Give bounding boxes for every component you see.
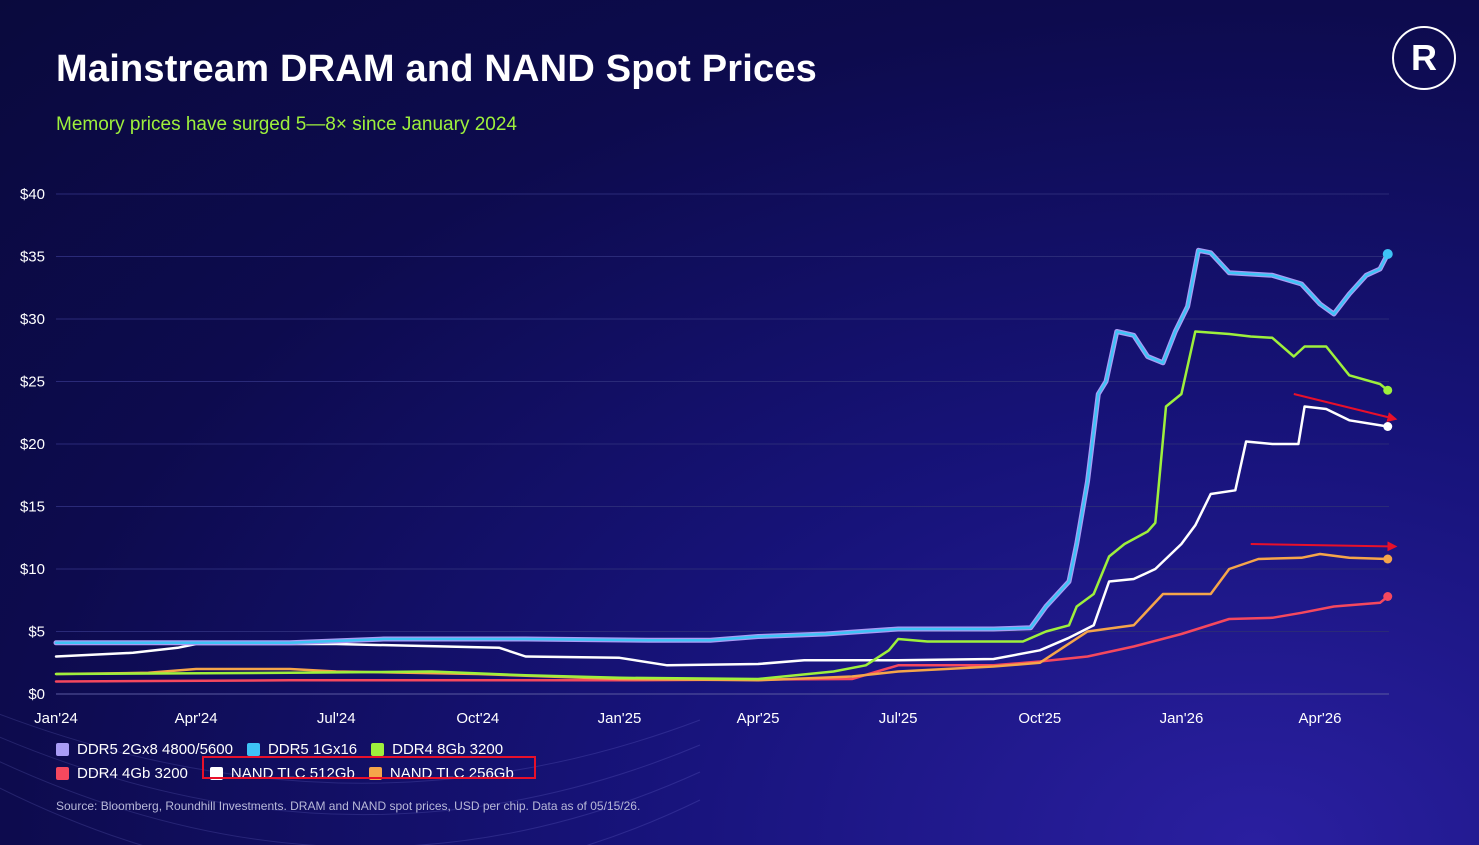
x-tick-label: Jan'26 [1160,710,1204,727]
y-tick-label: $5 [28,624,45,641]
end-point-ddr4_8g [1383,385,1393,395]
brand-logo: R [1392,26,1456,90]
y-tick-label: $0 [28,686,45,703]
y-tick-label: $40 [20,186,45,203]
x-tick-label: Apr'24 [175,710,218,727]
end-point-nand_512 [1383,422,1393,431]
legend-label: DDR5 2Gx8 4800/5600 [77,740,233,758]
end-point-ddr4_4g [1383,592,1393,601]
legend-swatch [209,766,223,780]
y-axis: $0 $5 $10 $15 $20 $25 $30 $35 $40 [20,186,45,703]
x-tick-label: Oct'25 [1018,710,1061,727]
x-tick-label: Apr'26 [1299,710,1342,727]
end-point-nand_256 [1383,554,1393,564]
annotation-arrow [1293,393,1398,422]
legend-row: DDR5 2Gx8 4800/5600 DDR5 1Gx16 DDR4 8Gb … [56,737,576,761]
legend-item-ddr5-1gx16: DDR5 1Gx16 [246,740,358,758]
y-tick-label: $20 [20,436,45,453]
chart-subtitle: Memory prices have surged 5—8× since Jan… [56,114,517,135]
x-tick-label: Jan'25 [598,710,642,727]
logo-glyph: R [1411,37,1437,78]
chart-title: Mainstream DRAM and NAND Spot Prices [56,48,818,90]
legend-swatch [368,766,382,780]
y-tick-label: $30 [20,311,45,328]
legend-swatch [56,766,69,780]
x-tick-label: Jul'25 [879,710,918,727]
legend-label: DDR4 8Gb 3200 [392,740,504,758]
series-line-ddr5_2g [53,247,1391,646]
legend-item-ddr5-2gx8: DDR5 2Gx8 4800/5600 [56,741,233,758]
legend-swatch [56,742,69,756]
y-tick-label: $35 [20,249,45,266]
x-tick-label: Oct'24 [456,710,499,727]
background-arcs [0,713,701,845]
legend-item-ddr4-4gb: DDR4 4Gb 3200 [56,765,188,782]
source-note: Source: Bloomberg, Roundhill Investments… [56,799,641,813]
series-line-nand_512 [54,405,1389,667]
annotations [1250,393,1398,552]
legend-highlight-box [202,756,536,779]
end-point-ddr5_1g [1382,249,1393,259]
series-line-ddr4_8g [54,330,1389,681]
annotation-arrow [1250,541,1398,552]
series-line-ddr5_1g [54,249,1389,645]
series-line-nand_256 [54,552,1389,682]
legend-label: DDR4 4Gb 3200 [77,764,188,782]
x-tick-label: Apr'25 [737,710,780,727]
x-tick-label: Jul'24 [317,710,356,727]
x-axis: Jan'24 Apr'24 Jul'24 Oct'24 Jan'25 Apr'25 Jul'… [34,710,1341,727]
legend-label: DDR5 1Gx16 [267,740,358,758]
y-tick-label: $10 [20,561,45,578]
legend-swatch [246,742,260,756]
x-tick-label: Jan'24 [34,710,78,727]
grid-lines [56,193,1389,695]
y-tick-label: $15 [20,499,45,516]
y-tick-label: $25 [20,374,45,391]
legend-swatch [371,742,385,756]
series-lines [53,247,1393,683]
legend-item-ddr4-8gb: DDR4 8Gb 3200 [371,741,503,758]
